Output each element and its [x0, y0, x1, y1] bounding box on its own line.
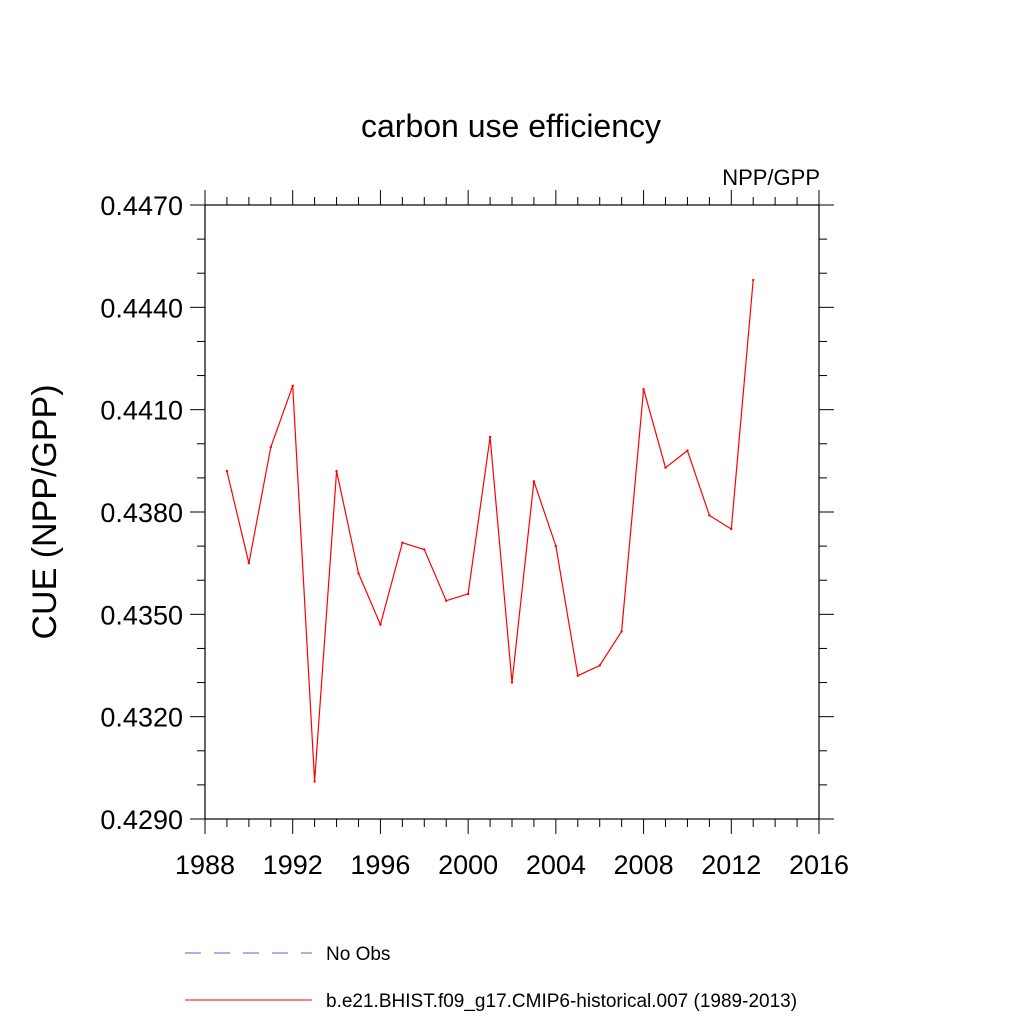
y-tick-label: 0.4440 [100, 293, 183, 323]
data-point [466, 592, 470, 596]
legend-label: No Obs [326, 944, 390, 965]
data-point [445, 599, 448, 602]
data-point [642, 388, 645, 391]
data-point [269, 445, 272, 449]
data-point [247, 561, 251, 565]
data-point [532, 480, 536, 483]
x-tick-label: 1992 [263, 850, 323, 880]
series-group [225, 278, 755, 783]
data-point [620, 630, 623, 633]
y-tick-label: 0.4350 [100, 600, 183, 630]
data-point [357, 572, 360, 575]
x-tick-label: 2000 [438, 850, 498, 880]
y-tick-label: 0.4470 [100, 191, 183, 221]
data-point [730, 527, 733, 531]
data-point [752, 278, 755, 282]
data-point [313, 780, 316, 783]
x-tick-label: 2004 [526, 850, 586, 880]
data-point [423, 548, 426, 551]
legend-label: b.e21.BHIST.f09_g17.CMIP6-historical.007… [326, 991, 797, 1012]
data-point [291, 384, 294, 387]
data-point [510, 681, 514, 684]
chart-subtitle: NPP/GPP [722, 165, 820, 190]
data-point [488, 435, 492, 439]
data-point [554, 544, 558, 548]
data-point [664, 466, 667, 469]
data-point [598, 664, 601, 667]
series-line [226, 279, 754, 782]
x-tick-label: 1988 [175, 850, 235, 880]
data-point [708, 514, 711, 517]
y-tick-label: 0.4290 [100, 805, 183, 835]
data-point [576, 674, 579, 677]
data-point [401, 541, 404, 544]
y-tick-label: 0.4410 [100, 396, 183, 426]
y-axis-label: CUE (NPP/GPP) [26, 384, 64, 639]
data-point [686, 449, 689, 452]
chart-title: carbon use efficiency [361, 108, 661, 144]
legend: No Obs b.e21.BHIST.f09_g17.CMIP6-historic… [185, 944, 797, 1012]
plot-frame [204, 204, 820, 820]
x-tick-label: 2008 [614, 850, 674, 880]
y-tick-label: 0.4380 [100, 498, 183, 528]
x-tick-label: 2012 [701, 850, 761, 880]
data-point [335, 469, 338, 473]
x-tick-label: 1996 [350, 850, 410, 880]
y-tick-label: 0.4320 [100, 703, 183, 733]
x-axis: 1988 1992 1996 2000 2004 2008 2012 2016 [175, 190, 849, 880]
y-axis: 0.4290 0.4320 0.4350 0.4380 0.4410 0.4440 0.44… [100, 191, 834, 835]
data-point [225, 469, 229, 473]
x-tick-label: 2016 [789, 850, 849, 880]
data-point [379, 623, 382, 626]
